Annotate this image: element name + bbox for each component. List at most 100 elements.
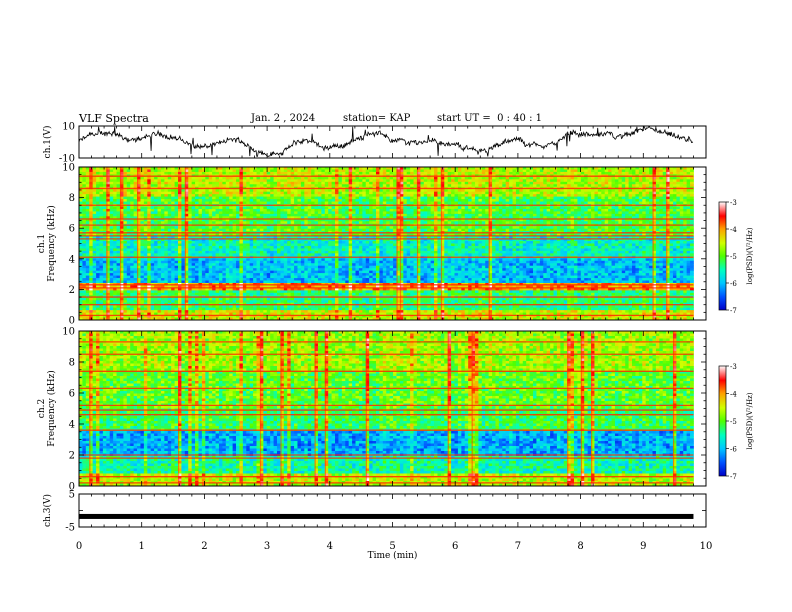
spectrogram-cell (529, 221, 534, 225)
spectrogram-cell (447, 194, 452, 198)
spectrogram-cell (601, 189, 606, 193)
spectrogram-cell (669, 221, 674, 225)
spectrogram-cell (352, 213, 356, 217)
spectrogram-cell (355, 171, 360, 175)
spectrogram-cell (297, 181, 302, 185)
spectrogram-cell (498, 194, 503, 198)
spectrogram-cell (406, 181, 411, 185)
spectrogram-cell (464, 216, 469, 220)
spectrogram-cell (519, 189, 524, 193)
spectrogram-cell (416, 184, 421, 188)
spectrogram-cell (539, 201, 544, 205)
spectrogram-cell (201, 196, 206, 200)
spectrogram-cell (447, 189, 452, 193)
spectrogram-cell (570, 226, 575, 230)
spectrogram-cell (546, 206, 551, 210)
spectrogram-cell (502, 167, 507, 170)
spectrogram-cell (345, 208, 350, 212)
spectrogram-cell (396, 179, 401, 183)
spectrogram-cell (580, 213, 585, 217)
spectrogram-cell (393, 191, 397, 195)
spectrogram-cell (410, 181, 414, 185)
spectrogram-cell (92, 169, 97, 173)
spectrogram-cell (201, 228, 206, 232)
spectrogram-cell (335, 189, 339, 193)
spectrogram-cell (550, 196, 554, 200)
spectrogram-cell (399, 228, 404, 232)
spectrogram-cell (290, 181, 295, 185)
spectrogram-cell (133, 221, 138, 225)
spectrogram-cell (181, 171, 186, 175)
spectrogram-cell (652, 194, 657, 198)
spectrogram-cell (188, 218, 193, 222)
spectrogram-cell (563, 191, 568, 195)
spectrogram-cell (331, 184, 336, 188)
spectrogram-cell (632, 218, 636, 222)
spectrogram-cell (188, 196, 193, 200)
spectrogram-cell (273, 216, 278, 220)
spectrogram-cell (481, 233, 486, 237)
spectrogram-cell (201, 184, 206, 188)
spectrogram-cell (225, 218, 230, 222)
spectrogram-cell (386, 201, 391, 205)
spectrogram-cell (457, 201, 462, 205)
spectrogram-cell (474, 211, 479, 215)
spectrogram-cell (307, 216, 312, 220)
spectrogram-cell (522, 196, 527, 200)
spectrogram-cell (150, 208, 155, 212)
spectrogram-cell (119, 184, 124, 188)
spectrogram-cell (212, 194, 216, 198)
spectrogram-cell (536, 179, 541, 183)
spectrogram-cell (133, 208, 138, 212)
spectrogram-cell (273, 194, 278, 198)
spectrogram-cell (297, 169, 302, 173)
spectrogram-cell (420, 216, 425, 220)
spectrogram-cell (666, 171, 670, 175)
spectrogram-cell (577, 184, 582, 188)
spectrogram-cell (335, 216, 339, 220)
spectrogram-cell (567, 206, 571, 210)
spectrogram-cell (280, 216, 285, 220)
spectrogram-cell (362, 191, 367, 195)
spectrogram-cell (164, 181, 169, 185)
spectrogram-cell (502, 233, 507, 237)
spectrogram-cell (553, 211, 558, 215)
spectrogram-cell (311, 228, 315, 232)
spectrogram-cell (307, 194, 312, 198)
spectrogram-cell (461, 216, 466, 220)
spectrogram-cell (85, 171, 90, 175)
spectrogram-cell (533, 211, 537, 215)
spectrogram-cell (464, 167, 469, 170)
spectrogram-cell (358, 181, 363, 185)
spectrogram-cell (372, 179, 377, 183)
spectrogram-cell (314, 167, 319, 170)
spectrogram-cell (563, 221, 568, 225)
spectrogram-cell (324, 199, 329, 202)
spectrogram-cell (451, 221, 455, 225)
spectrogram-cell (464, 221, 469, 225)
spectrogram-cell (222, 206, 227, 210)
spectrogram-cell (290, 233, 295, 237)
spectrogram-cell (556, 196, 561, 200)
spectrogram-cell (430, 206, 435, 210)
spectrogram-cell (406, 201, 411, 205)
spectrogram-cell (543, 181, 548, 185)
spectrogram-cell (338, 228, 343, 232)
spectrogram-cell (474, 191, 479, 195)
spectrogram-cell (635, 206, 640, 210)
spectrogram-cell (649, 189, 653, 193)
spectrogram-cell (232, 201, 237, 205)
spectrogram-cell (416, 218, 421, 222)
spectrogram-cell (502, 181, 507, 185)
spectrogram-cell (297, 226, 302, 230)
spectrogram-cell (690, 218, 694, 222)
spectrogram-cell (420, 211, 425, 215)
spectrogram-cell (147, 211, 152, 215)
spectrogram-cell (215, 208, 220, 212)
spectrogram-cell (434, 191, 438, 195)
spectrogram-cell (430, 218, 435, 222)
spectrogram-cell (628, 221, 633, 225)
spectrogram-cell (451, 206, 455, 210)
spectrogram-cell (662, 196, 667, 200)
spectrogram-cell (317, 171, 322, 175)
